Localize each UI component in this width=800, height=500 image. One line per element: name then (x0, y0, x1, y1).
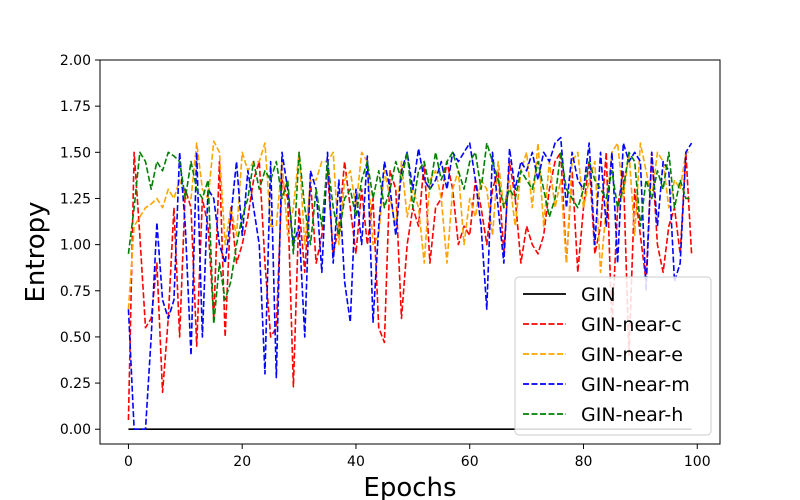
x-axis-title: Epochs (363, 473, 456, 500)
plot-frame (99, 59, 721, 445)
legend-label: GIN (581, 284, 616, 306)
legend-label: GIN-near-m (581, 374, 690, 396)
legend-label: GIN-near-c (581, 314, 682, 336)
x-tick-label: 60 (461, 454, 479, 470)
y-axis-title: Entropy (21, 201, 51, 302)
y-tick-label: 0.75 (60, 284, 91, 300)
x-tick-label: 80 (575, 454, 593, 470)
x-tick-label: 20 (233, 454, 251, 470)
y-tick-label: 1.00 (60, 238, 91, 254)
legend-label: GIN-near-e (581, 344, 683, 366)
y-tick-label: 1.75 (60, 99, 91, 115)
ticks-layer: 0 20 40 60 80 100 0.00 0.25 0.50 0.75 1.00 1.25 1.50… (60, 53, 711, 470)
x-tick-label: 40 (347, 454, 365, 470)
y-tick-label: 1.50 (60, 145, 91, 161)
x-tick-label: 100 (684, 454, 711, 470)
legend: GIN GIN-near-c GIN-near-e GIN-near-m GIN-nea… (514, 276, 712, 436)
y-tick-label: 0.50 (60, 330, 91, 346)
legend-box (514, 276, 712, 436)
legend-label: GIN-near-h (581, 404, 683, 426)
x-tick-label: 0 (124, 454, 133, 470)
y-tick-label: 0.25 (60, 376, 91, 392)
series-line-gin-near-h (127, 142, 692, 325)
series-line-gin-near-c (127, 151, 693, 421)
y-tick-label: 2.00 (60, 53, 91, 69)
series-line-gin-near-e (127, 140, 692, 310)
y-tick-label: 1.25 (60, 191, 91, 207)
y-tick-label: 0.00 (60, 422, 91, 438)
